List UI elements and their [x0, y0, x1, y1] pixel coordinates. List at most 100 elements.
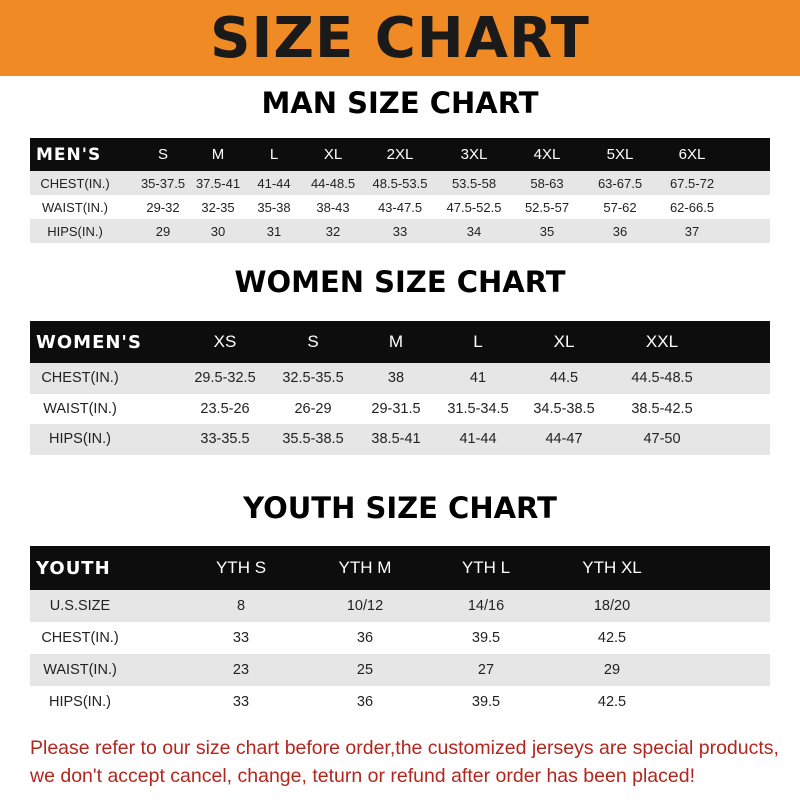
size-header-cell: XL: [553, 332, 575, 351]
measurement-label: WAIST(IN.): [43, 662, 117, 678]
measurement-value: 42.5: [597, 694, 627, 710]
measurement-label: CHEST(IN.): [41, 630, 119, 646]
measurement-value: 32: [325, 223, 341, 239]
measurement-label: HIPS(IN.): [47, 223, 103, 239]
table-row: HIPS(IN.) 33-35.5 35.5-38.5 38.5-41 41-44 44-…: [30, 424, 770, 455]
title-banner: SIZE CHART: [0, 0, 800, 76]
women-size-table: WOMEN'S XS S M L XL XXL CHEST(IN.) 29.5-32.5 32.5…: [30, 321, 770, 455]
size-header-cell: 2XL: [386, 146, 414, 163]
measurement-value: 29: [155, 223, 171, 239]
measurement-label: WAIST(IN.): [42, 199, 108, 215]
men-heading: MAN SIZE CHART: [261, 86, 539, 120]
measurement-value: 26-29: [294, 400, 332, 417]
measurement-value: 33: [232, 694, 250, 710]
header-row: YOUTH YTH S YTH M YTH L YTH XL: [30, 546, 770, 590]
measurement-value: 29-32: [146, 199, 180, 215]
measurement-value: 41-44: [459, 431, 497, 448]
measurement-value: 34.5-38.5: [533, 400, 595, 417]
table-row: U.S.SIZE 8 10/12 14/16 18/20: [30, 590, 770, 622]
measurement-value: 39.5: [471, 694, 501, 710]
measurement-value: 36: [612, 223, 628, 239]
size-header-cell: S: [157, 146, 169, 163]
size-header-cell: XL: [323, 146, 343, 163]
measurement-value: 29: [603, 662, 621, 678]
measurement-value: 36: [356, 694, 374, 710]
measurement-value: 41-44: [257, 175, 291, 191]
measurement-value: 8: [236, 598, 246, 614]
size-header-cell: M: [388, 332, 404, 351]
measurement-value: 29-31.5: [371, 400, 421, 417]
measurement-value: 43-47.5: [377, 199, 423, 215]
measurement-value: 63-67.5: [597, 175, 643, 191]
header-row: WOMEN'S XS S M L XL XXL: [30, 321, 770, 363]
measurement-value: 44.5-48.5: [631, 370, 693, 387]
table-row: WAIST(IN.) 29-32 32-35 35-38 38-43 43-47.5 47.…: [30, 195, 770, 219]
size-header-cell: XS: [213, 332, 237, 351]
measurement-value: 37.5-41: [195, 175, 241, 191]
measurement-value: 44-47: [545, 431, 583, 448]
measurement-value: 23.5-26: [200, 400, 250, 417]
page-title: SIZE CHART: [210, 5, 590, 71]
measurement-value: 36: [356, 630, 374, 646]
size-header-cell: S: [307, 332, 319, 351]
measurement-label: U.S.SIZE: [49, 598, 111, 614]
measurement-value: 48.5-53.5: [372, 175, 428, 191]
size-header-cell: 4XL: [533, 146, 561, 163]
measurement-value: 14/16: [467, 598, 505, 614]
measurement-value: 35-38: [257, 199, 291, 215]
measurement-value: 29.5-32.5: [194, 370, 256, 387]
table-row: WAIST(IN.) 23 25 27 29: [30, 654, 770, 686]
size-header-cell: L: [269, 146, 279, 163]
measurement-value: 52.5-57: [524, 199, 570, 215]
measurement-value: 47.5-52.5: [446, 199, 502, 215]
measurement-value: 23: [232, 662, 250, 678]
measurement-label: HIPS(IN.): [48, 431, 112, 448]
size-header-cell: YTH XL: [582, 558, 642, 577]
size-header-cell: M: [211, 146, 225, 163]
measurement-label: HIPS(IN.): [48, 694, 112, 710]
table-row: HIPS(IN.) 33 36 39.5 42.5: [30, 686, 770, 718]
measurement-value: 18/20: [593, 598, 631, 614]
measurement-value: 42.5: [597, 630, 627, 646]
measurement-value: 41: [469, 370, 487, 387]
measurement-value: 30: [210, 223, 226, 239]
measurement-value: 31: [266, 223, 282, 239]
measurement-value: 33: [232, 630, 250, 646]
table-row: HIPS(IN.) 29 30 31 32 33 34 35 36 37: [30, 219, 770, 243]
measurement-label: CHEST(IN.): [41, 370, 119, 387]
measurement-value: 27: [477, 662, 495, 678]
header-row: MEN'S S M L XL 2XL 3XL 4XL 5XL 6XL: [30, 138, 770, 171]
table-row: CHEST(IN.) 33 36 39.5 42.5: [30, 622, 770, 654]
youth-heading: YOUTH SIZE CHART: [243, 491, 557, 525]
table-row: WAIST(IN.) 23.5-26 26-29 29-31.5 31.5-34.5 34…: [30, 394, 770, 425]
table-row: CHEST(IN.) 29.5-32.5 32.5-35.5 38 41 44.5 44.5…: [30, 363, 770, 394]
table-row: CHEST(IN.) 35-37.5 37.5-41 41-44 44-48.5 48.5…: [30, 171, 770, 195]
measurement-value: 39.5: [471, 630, 501, 646]
measurement-value: 44-48.5: [310, 175, 356, 191]
measurement-label: WAIST(IN.): [43, 400, 117, 417]
size-header-cell: YTH L: [461, 558, 511, 577]
measurement-value: 37: [684, 223, 700, 239]
size-header-cell: YTH S: [215, 558, 267, 577]
women-heading: WOMEN SIZE CHART: [234, 265, 566, 299]
measurement-value: 35.5-38.5: [282, 431, 344, 448]
size-header-cell: 6XL: [678, 146, 706, 163]
size-header-cell: L: [473, 332, 483, 351]
measurement-value: 34: [466, 223, 482, 239]
measurement-value: 32-35: [201, 199, 235, 215]
table-title-cell: YOUTH: [36, 557, 111, 579]
men-size-table: MEN'S S M L XL 2XL 3XL 4XL 5XL 6XL CHEST(IN.) 35-37…: [30, 138, 770, 243]
measurement-value: 58-63: [530, 175, 564, 191]
table-title-cell: WOMEN'S: [36, 331, 142, 353]
measurement-value: 25: [356, 662, 374, 678]
youth-size-table: YOUTH YTH S YTH M YTH L YTH XL U.S.SIZE 8 10/12…: [30, 546, 770, 718]
measurement-value: 33-35.5: [200, 431, 250, 448]
size-header-cell: YTH M: [338, 558, 392, 577]
measurement-value: 44.5: [549, 370, 579, 387]
notice-line-2: we don't accept cancel, change, teturn o…: [30, 765, 695, 787]
size-header-cell: 3XL: [460, 146, 488, 163]
measurement-value: 38.5-41: [371, 431, 421, 448]
measurement-value: 53.5-58: [451, 175, 497, 191]
size-header-cell: 5XL: [606, 146, 634, 163]
size-header-cell: XXL: [645, 332, 679, 351]
